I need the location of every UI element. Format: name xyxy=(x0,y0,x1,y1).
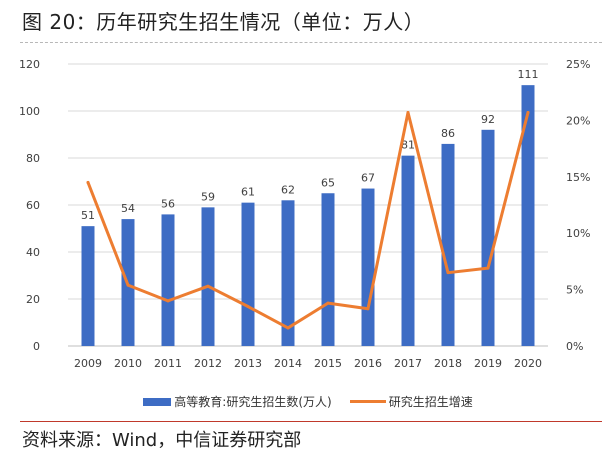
legend-line-swatch xyxy=(349,400,386,403)
grid-lines xyxy=(68,63,548,347)
bar xyxy=(241,202,255,346)
bar-data-label: 54 xyxy=(121,202,135,215)
bar-data-label: 86 xyxy=(441,127,455,140)
x-tick-label: 2011 xyxy=(154,357,182,370)
x-tick-label: 2016 xyxy=(354,357,382,370)
bar-data-label: 51 xyxy=(81,209,95,222)
x-tick-label: 2020 xyxy=(514,357,542,370)
right-tick-label: 25% xyxy=(566,58,590,71)
growth-line xyxy=(86,111,530,330)
x-tick-label: 2017 xyxy=(394,357,422,370)
x-tick-label: 2014 xyxy=(274,357,302,370)
bar xyxy=(81,226,95,346)
source-note: 资料来源：Wind，中信证券研究部 xyxy=(22,430,302,451)
chart-svg: 51 54 56 59 61 62 65 67 81 86 92 111 0 20 40 60 80 100 12… xyxy=(19,58,590,370)
bar xyxy=(361,188,375,346)
bar-series xyxy=(81,85,535,347)
legend-bar-swatch xyxy=(143,397,172,406)
legend-item-line: 研究生招生增速 xyxy=(349,393,473,410)
bar-data-label: 67 xyxy=(361,172,375,185)
bar-data-label: 111 xyxy=(518,68,539,81)
left-tick-label: 40 xyxy=(26,246,40,259)
left-tick-label: 120 xyxy=(19,58,40,71)
growth-point xyxy=(206,284,210,288)
x-tick-label: 2013 xyxy=(234,357,262,370)
growth-point xyxy=(406,111,410,115)
line-series xyxy=(86,111,530,330)
bar xyxy=(521,85,535,347)
left-tick-label: 20 xyxy=(26,293,40,306)
growth-point xyxy=(246,305,250,309)
right-tick-label: 10% xyxy=(566,227,590,240)
footer-divider xyxy=(20,421,602,422)
bar-data-label: 65 xyxy=(321,176,335,189)
legend-item-bar: 高等教育:研究生招生数(万人) xyxy=(143,393,332,410)
left-tick-label: 80 xyxy=(26,152,40,165)
left-tick-label: 0 xyxy=(33,340,40,353)
figure-title: 图 20：历年研究生招生情况（单位：万人） xyxy=(22,10,425,34)
bar xyxy=(161,214,175,346)
x-tick-label: 2010 xyxy=(114,357,142,370)
bar xyxy=(441,143,455,346)
right-tick-label: 15% xyxy=(566,171,590,184)
bar xyxy=(281,200,295,346)
bar-data-labels: 51 54 56 59 61 62 65 67 81 86 92 111 xyxy=(81,68,539,222)
right-tick-label: 20% xyxy=(566,114,590,127)
x-tick-label: 2009 xyxy=(74,357,102,370)
left-tick-label: 60 xyxy=(26,199,40,212)
x-tick-label: 2015 xyxy=(314,357,342,370)
bar xyxy=(401,155,415,346)
left-tick-label: 100 xyxy=(19,105,40,118)
right-tick-label: 5% xyxy=(566,284,583,297)
bar-data-label: 61 xyxy=(241,186,255,199)
growth-point xyxy=(86,180,90,184)
bar xyxy=(201,207,215,346)
bar-data-label: 59 xyxy=(201,190,215,203)
growth-point xyxy=(286,326,290,330)
legend-line-label: 研究生招生增速 xyxy=(388,395,473,409)
x-tick-label: 2012 xyxy=(194,357,222,370)
growth-point xyxy=(166,299,170,303)
chart-legend: 高等教育:研究生招生数(万人) 研究生招生增速 xyxy=(0,393,616,410)
bar xyxy=(321,193,335,346)
bar-data-label: 62 xyxy=(281,183,295,196)
growth-point xyxy=(486,266,490,270)
bar xyxy=(481,129,495,346)
growth-point xyxy=(126,283,130,287)
x-tick-label: 2019 xyxy=(474,357,502,370)
bar-data-label: 81 xyxy=(401,139,415,152)
legend-bar-label: 高等教育:研究生招生数(万人) xyxy=(174,395,332,409)
growth-point xyxy=(526,111,530,115)
left-axis-ticks: 0 20 40 60 80 100 120 xyxy=(19,58,40,353)
growth-point xyxy=(446,271,450,275)
growth-point xyxy=(326,301,330,305)
x-axis-ticks: 2009 2010 2011 2012 2013 2014 2015 2016 2017 2018… xyxy=(74,357,542,370)
title-divider xyxy=(20,42,602,43)
right-tick-label: 0% xyxy=(566,340,583,353)
bar-data-label: 56 xyxy=(161,197,175,210)
x-tick-label: 2018 xyxy=(434,357,462,370)
growth-point xyxy=(366,307,370,311)
right-axis-ticks: 0% 5% 10% 15% 20% 25% xyxy=(566,58,590,353)
bar-data-label: 92 xyxy=(481,113,495,126)
